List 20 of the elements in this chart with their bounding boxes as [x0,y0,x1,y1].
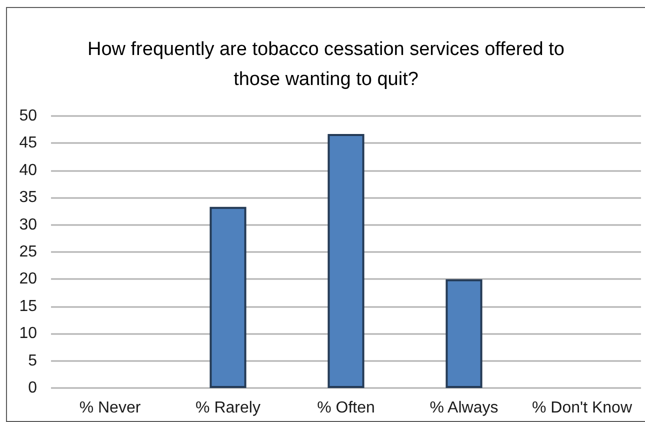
y-tick-label: 35 [19,189,38,206]
chart-title: How frequently are tobacco cessation services offered to those wanting to quit? [86,38,566,92]
y-tick-label: 45 [19,134,38,152]
y-tick-label: 20 [19,270,38,288]
y-tick-label: 25 [19,244,38,260]
y-tick-label: 5 [28,352,38,370]
y-tick-label: 40 [19,162,38,179]
bar [328,134,364,388]
x-tick-label: % Often [317,400,375,416]
bar [210,206,246,388]
x-tick-label: % Never [79,400,142,416]
x-tick-label: % Don't Know [532,400,632,416]
x-tick-label: % Always [430,400,498,416]
y-tick-label: 15 [19,298,38,315]
y-tick-label: 50 [19,108,38,124]
x-tick-label: % Rarely [196,400,260,416]
y-tick-label: 10 [19,325,38,342]
bar [446,279,482,388]
y-tick-label: 30 [19,216,38,234]
y-tick-label: 0 [28,380,38,396]
